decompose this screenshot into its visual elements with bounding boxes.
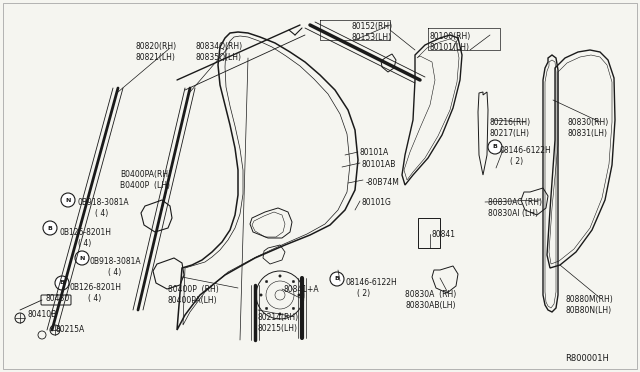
Circle shape <box>61 193 75 207</box>
Text: 80101AB: 80101AB <box>362 160 396 169</box>
Circle shape <box>55 276 69 290</box>
Circle shape <box>266 307 268 310</box>
Text: 80153(LH): 80153(LH) <box>352 33 392 42</box>
Circle shape <box>298 294 300 296</box>
Text: 80101G: 80101G <box>362 198 392 207</box>
Text: 80841: 80841 <box>432 230 456 239</box>
Text: 80214(RH): 80214(RH) <box>258 313 299 322</box>
Text: B: B <box>47 225 52 231</box>
Circle shape <box>279 275 281 277</box>
Text: N: N <box>79 256 84 260</box>
Circle shape <box>330 272 344 286</box>
Text: 0B918-3081A: 0B918-3081A <box>90 257 141 266</box>
Text: ( 4): ( 4) <box>88 294 101 303</box>
Text: 80430: 80430 <box>45 294 69 303</box>
Text: 80821(LH): 80821(LH) <box>135 53 175 62</box>
Circle shape <box>43 221 57 235</box>
Text: R800001H: R800001H <box>565 354 609 363</box>
Text: 08146-6122H: 08146-6122H <box>499 146 551 155</box>
Text: 80216(RH): 80216(RH) <box>490 118 531 127</box>
Circle shape <box>488 140 502 154</box>
Text: 80830AC (RH): 80830AC (RH) <box>488 198 542 207</box>
Circle shape <box>279 313 281 315</box>
Text: 08146-6122H: 08146-6122H <box>345 278 397 287</box>
Text: 0B126-8201H: 0B126-8201H <box>60 228 112 237</box>
Text: 0B918-3081A: 0B918-3081A <box>77 198 129 207</box>
Circle shape <box>292 307 294 310</box>
Text: ( 4): ( 4) <box>78 239 92 248</box>
Text: 80841+A: 80841+A <box>283 285 319 294</box>
Text: 80217(LH): 80217(LH) <box>490 129 530 138</box>
Circle shape <box>260 294 262 296</box>
Text: ( 4): ( 4) <box>95 209 108 218</box>
Text: B: B <box>335 276 339 282</box>
Text: 80830AB(LH): 80830AB(LH) <box>405 301 456 310</box>
Circle shape <box>266 280 268 283</box>
Text: ( 2): ( 2) <box>357 289 370 298</box>
Text: 80831(LH): 80831(LH) <box>567 129 607 138</box>
Text: 80820(RH): 80820(RH) <box>135 42 176 51</box>
Text: B: B <box>493 144 497 150</box>
Text: B0400P  (LH): B0400P (LH) <box>120 181 170 190</box>
Text: N: N <box>65 198 70 202</box>
Text: 80215(LH): 80215(LH) <box>258 324 298 333</box>
Text: 80830AI (LH): 80830AI (LH) <box>488 209 538 218</box>
Text: 80410B: 80410B <box>28 310 57 319</box>
Text: 80101(LH): 80101(LH) <box>430 43 470 52</box>
Text: B: B <box>60 280 65 285</box>
Text: -80B74M: -80B74M <box>366 178 400 187</box>
Text: 80400P  (RH): 80400P (RH) <box>168 285 219 294</box>
Circle shape <box>75 251 89 265</box>
Text: 80830(RH): 80830(RH) <box>567 118 608 127</box>
Text: 0B126-8201H: 0B126-8201H <box>70 283 122 292</box>
Text: 80830A  (RH): 80830A (RH) <box>405 290 456 299</box>
Text: ( 2): ( 2) <box>510 157 523 166</box>
Text: 80835Q(LH): 80835Q(LH) <box>195 53 241 62</box>
Text: 80B80N(LH): 80B80N(LH) <box>566 306 612 315</box>
Text: B0400PA(RH): B0400PA(RH) <box>120 170 171 179</box>
Text: 80215A: 80215A <box>55 325 84 334</box>
Text: ( 4): ( 4) <box>108 268 121 277</box>
Circle shape <box>292 280 294 283</box>
Text: 80400PA(LH): 80400PA(LH) <box>168 296 218 305</box>
Text: 80880M(RH): 80880M(RH) <box>566 295 614 304</box>
Text: 80101A: 80101A <box>360 148 389 157</box>
Text: 80152(RH): 80152(RH) <box>352 22 393 31</box>
Text: 80100(RH): 80100(RH) <box>430 32 471 41</box>
Text: 80834Q(RH): 80834Q(RH) <box>195 42 242 51</box>
